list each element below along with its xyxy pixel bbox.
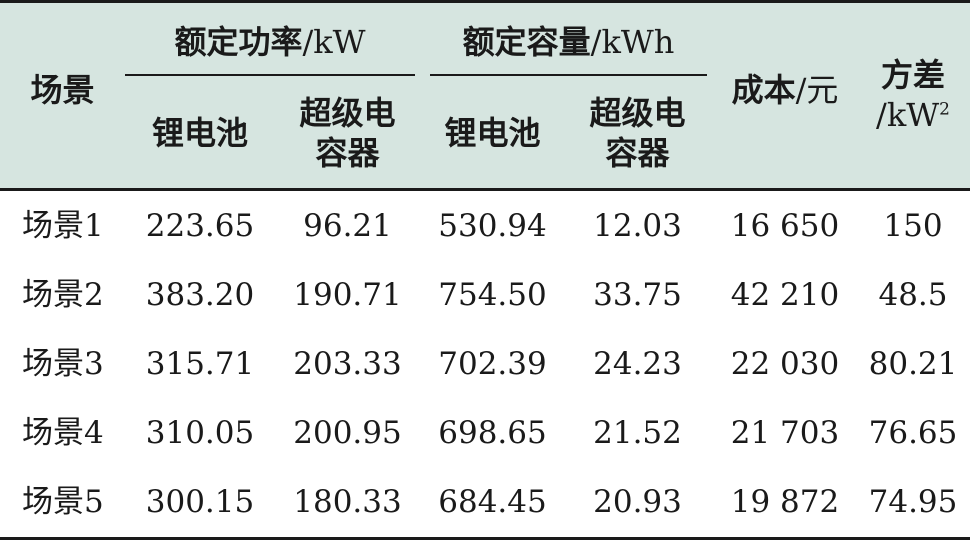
- cell-power-supercap: 190.71: [293, 277, 402, 314]
- cell-cost: 22 030: [730, 346, 840, 383]
- header-power-supercap: 超级电 容器: [275, 80, 420, 185]
- header-power-group: 额定功率/kW: [125, 12, 415, 72]
- header-scenario-text: 场景: [30, 71, 95, 109]
- cell-capacity-supercap: 20.93: [593, 484, 682, 521]
- cell-scenario-label: 场景: [22, 415, 84, 452]
- cell-capacity-supercap: 24.23: [593, 346, 682, 383]
- cell-scenario-label: 场景: [22, 208, 84, 245]
- cell-scenario-number: 3: [84, 346, 104, 383]
- cell-power-li: 383.20: [145, 277, 255, 314]
- cell-scenario-label: 场景: [22, 484, 84, 521]
- header-variance: 方差 /kW2: [860, 40, 966, 150]
- cell-power-li: 315.71: [145, 346, 255, 383]
- header-variance-sup: 2: [939, 99, 950, 120]
- cell-capacity-li: 702.39: [438, 346, 547, 383]
- header-capacity-group: 额定容量/kWh: [430, 12, 707, 72]
- header-cost: 成本/元: [710, 40, 860, 140]
- header-capacity-unit: /kWh: [590, 23, 675, 61]
- header-capacity-li-text: 锂电池: [444, 113, 541, 152]
- header-power-li-text: 锂电池: [151, 113, 248, 152]
- cell-power-li: 310.05: [145, 415, 255, 452]
- cell-capacity-li: 530.94: [438, 208, 547, 245]
- cell-scenario: 场景 2: [0, 261, 125, 330]
- cell-scenario: 场景 4: [0, 399, 125, 468]
- cell-cost: 19 872: [730, 484, 840, 521]
- cell-power-li: 300.15: [145, 484, 255, 521]
- header-variance-label: 方差: [880, 56, 945, 94]
- header-cost-label: 成本: [731, 71, 796, 109]
- header-variance-unit: /kW2: [876, 95, 950, 135]
- header-power-supercap-line2: 容器: [315, 133, 380, 172]
- top-rule: [0, 0, 970, 3]
- header-capacity-li-battery: 锂电池: [420, 80, 565, 185]
- cell-capacity-li: 684.45: [438, 484, 547, 521]
- header-cost-unit: /元: [795, 71, 839, 109]
- cell-variance: 80.21: [868, 346, 958, 383]
- header-scenario: 场景: [0, 40, 125, 140]
- cell-variance: 150: [883, 208, 943, 245]
- cell-capacity-li: 754.50: [438, 277, 547, 314]
- cell-power-supercap: 200.95: [293, 415, 402, 452]
- cell-scenario: 场景 3: [0, 330, 125, 399]
- cell-scenario-number: 4: [84, 415, 104, 452]
- header-rule: [0, 188, 970, 191]
- header-power-li-battery: 锂电池: [125, 80, 275, 185]
- header-capacity-supercap-line2: 容器: [605, 133, 670, 172]
- bottom-rule: [0, 537, 970, 540]
- cell-power-supercap: 203.33: [293, 346, 402, 383]
- cell-power-supercap: 96.21: [303, 208, 392, 245]
- table-header-background: [0, 0, 970, 190]
- header-power-label: 额定功率: [174, 23, 303, 61]
- power-group-rule: [125, 74, 415, 76]
- header-capacity-label: 额定容量: [462, 23, 591, 61]
- cell-scenario-label: 场景: [22, 277, 84, 314]
- cell-capacity-li: 698.65: [438, 415, 547, 452]
- cell-scenario-number: 5: [84, 484, 104, 521]
- cell-capacity-supercap: 33.75: [593, 277, 682, 314]
- header-capacity-supercap-line1: 超级电: [589, 93, 686, 132]
- cell-variance: 48.5: [878, 277, 948, 314]
- header-power-supercap-line1: 超级电: [299, 93, 396, 132]
- cell-scenario-label: 场景: [22, 346, 84, 383]
- cell-cost: 21 703: [730, 415, 840, 452]
- cell-cost: 16 650: [730, 208, 840, 245]
- cell-variance: 76.65: [868, 415, 958, 452]
- cell-capacity-supercap: 12.03: [593, 208, 682, 245]
- cell-variance: 74.95: [868, 484, 958, 521]
- cell-capacity-supercap: 21.52: [593, 415, 682, 452]
- cell-scenario-number: 1: [84, 208, 104, 245]
- header-capacity-supercap: 超级电 容器: [565, 80, 710, 185]
- cell-scenario: 场景 1: [0, 192, 125, 261]
- cell-power-supercap: 180.33: [293, 484, 402, 521]
- capacity-group-rule: [430, 74, 707, 76]
- cell-power-li: 223.65: [145, 208, 255, 245]
- header-variance-unit-text: /kW: [876, 96, 940, 134]
- cell-cost: 42 210: [730, 277, 840, 314]
- cell-scenario-number: 2: [84, 277, 104, 314]
- header-power-unit: /kW: [302, 23, 366, 61]
- cell-scenario: 场景 5: [0, 468, 125, 537]
